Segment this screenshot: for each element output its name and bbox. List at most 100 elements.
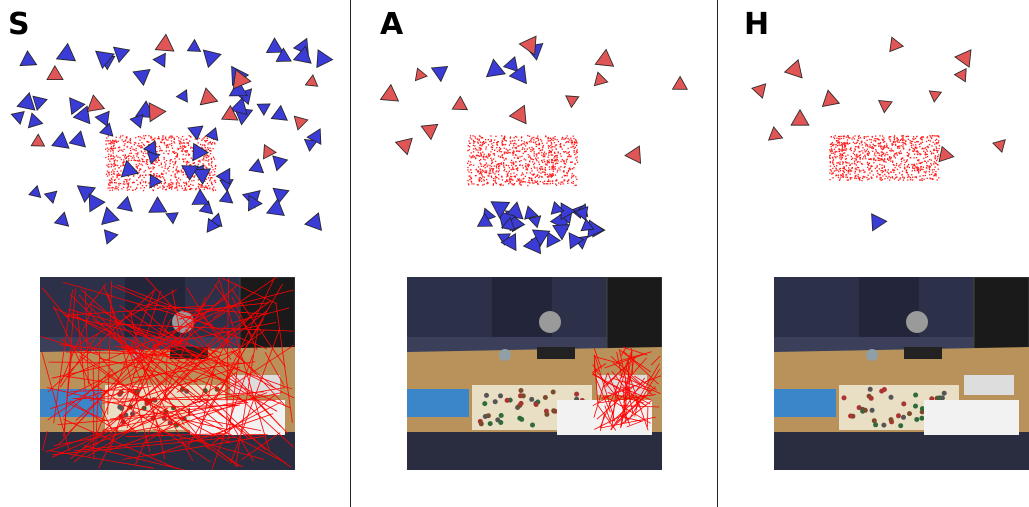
estimated-camera	[265, 37, 284, 54]
estimated-camera	[229, 97, 248, 116]
estimated-camera	[175, 89, 188, 103]
estimated-camera	[68, 130, 86, 148]
reference-camera	[304, 74, 319, 87]
reference-camera	[30, 133, 46, 147]
desk-photo-s	[40, 277, 295, 470]
estimated-camera	[303, 138, 318, 152]
reference-camera	[232, 69, 252, 90]
reference-camera	[263, 143, 277, 160]
panel-label-s: S	[8, 7, 30, 42]
estimated-camera	[476, 212, 494, 227]
estimated-camera	[187, 125, 204, 141]
estimated-camera	[272, 187, 290, 204]
estimated-camera	[218, 189, 234, 204]
estimated-camera	[165, 212, 179, 225]
reference-camera	[790, 108, 810, 126]
estimated-camera	[28, 184, 42, 198]
estimated-camera	[120, 159, 140, 178]
reconstruction-h	[751, 36, 1006, 232]
estimated-camera	[490, 201, 511, 220]
estimated-camera	[10, 110, 25, 125]
photo-s	[40, 277, 295, 470]
estimated-camera	[275, 47, 292, 62]
estimated-camera	[500, 232, 517, 252]
reconstruction-a	[379, 35, 688, 255]
reference-camera	[821, 89, 841, 108]
estimated-camera	[247, 194, 263, 212]
divider-2	[717, 0, 718, 507]
estimated-camera	[206, 217, 221, 233]
reference-camera	[624, 145, 642, 164]
estimated-camera	[316, 49, 334, 69]
reference-camera	[992, 139, 1006, 153]
reference-camera	[420, 123, 439, 141]
reference-camera	[751, 83, 767, 99]
estimated-camera	[871, 213, 888, 232]
estimated-camera	[142, 140, 157, 156]
estimated-camera	[27, 112, 44, 129]
reference-camera	[889, 36, 905, 53]
estimated-camera	[186, 38, 202, 52]
estimated-camera	[205, 127, 219, 142]
estimated-camera	[568, 232, 585, 250]
reference-camera	[46, 65, 64, 80]
estimated-camera	[485, 58, 506, 78]
estimated-camera	[528, 215, 542, 229]
estimated-camera	[430, 66, 449, 83]
estimated-camera	[270, 104, 288, 121]
estimated-camera	[99, 122, 114, 137]
panel-label-h: H	[744, 7, 770, 42]
reference-camera	[938, 145, 955, 163]
estimated-camera	[116, 195, 133, 212]
panel-h: H	[719, 0, 1029, 507]
estimated-camera	[51, 131, 70, 149]
estimated-camera	[95, 50, 115, 70]
panel-s: S	[0, 0, 350, 507]
estimated-camera	[101, 206, 120, 226]
reference-camera	[199, 87, 219, 106]
reference-camera	[928, 90, 943, 103]
estimated-camera	[69, 97, 86, 116]
estimated-camera	[256, 103, 271, 116]
estimated-camera	[192, 168, 212, 185]
desk-photo-h	[774, 277, 1029, 470]
point-cloud	[105, 135, 217, 192]
estimated-camera	[192, 142, 210, 162]
estimated-camera	[292, 45, 312, 64]
estimated-camera	[531, 229, 551, 247]
reconstruction-s	[10, 33, 334, 245]
estimated-camera	[94, 110, 110, 128]
estimated-camera	[43, 190, 58, 204]
estimated-camera	[191, 188, 210, 205]
panel-label-a: A	[380, 7, 404, 42]
reference-camera	[379, 83, 400, 102]
reference-camera	[508, 104, 527, 125]
reference-camera	[767, 126, 784, 141]
photo-a	[407, 277, 662, 470]
reference-camera	[783, 59, 803, 79]
estimated-camera	[552, 224, 571, 241]
estimated-camera	[306, 128, 322, 145]
reference-camera	[451, 95, 469, 111]
reference-camera	[671, 75, 688, 90]
estimated-camera	[215, 167, 231, 185]
estimated-camera	[72, 105, 91, 125]
estimated-camera	[181, 165, 200, 181]
point-cloud	[467, 135, 579, 187]
reference-camera	[565, 95, 580, 109]
divider-1	[350, 0, 351, 507]
reference-camera	[594, 48, 615, 67]
desk-photo-a	[407, 277, 662, 470]
reference-camera	[293, 115, 309, 131]
reference-camera	[86, 94, 106, 113]
estimated-camera	[132, 69, 151, 87]
estimated-camera	[148, 196, 168, 213]
match-lines	[591, 346, 662, 431]
estimated-camera	[55, 42, 77, 62]
estimated-camera	[500, 216, 516, 231]
estimated-camera	[550, 201, 565, 215]
reference-camera	[220, 104, 239, 121]
reference-camera	[394, 137, 413, 156]
reference-camera	[414, 67, 428, 82]
estimated-camera	[149, 173, 163, 189]
